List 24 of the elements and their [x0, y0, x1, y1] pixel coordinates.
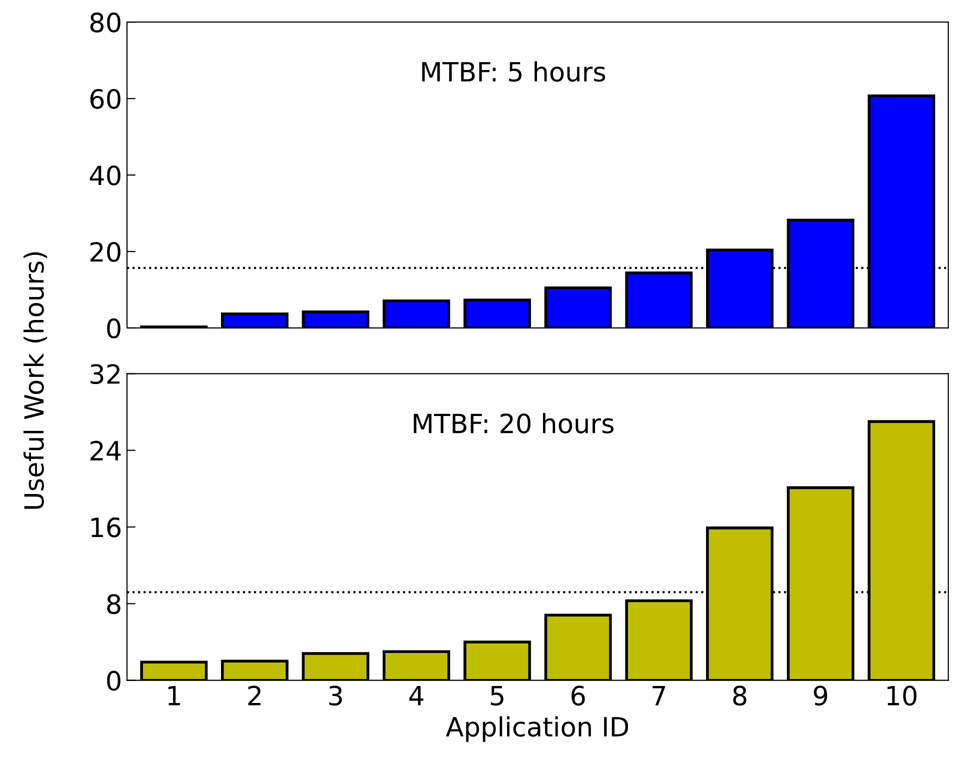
- y-tick-label: 80: [90, 12, 120, 32]
- x-tick-label: 10: [888, 686, 916, 706]
- y-tick-label: 32: [90, 364, 120, 384]
- y-tick-label: 0: [107, 670, 120, 691]
- x-tick-label: 2: [248, 686, 260, 706]
- y-tick-label: 8: [107, 594, 120, 614]
- x-tick-label: 9: [814, 686, 828, 706]
- x-tick-label: 6: [572, 686, 585, 706]
- y-tick-label: 60: [90, 88, 120, 109]
- x-tick-label: 8: [733, 686, 746, 706]
- annotation: MTBF: 5 hours: [422, 61, 606, 82]
- y-tick-label: 0: [107, 318, 120, 338]
- annotation: MTBF: 20 hours: [414, 413, 614, 434]
- x-tick-label: 3: [329, 686, 342, 706]
- x-tick-label: 4: [409, 686, 424, 706]
- x-axis-title: Application ID: [446, 716, 628, 742]
- y-tick-label: 20: [90, 242, 120, 262]
- x-tick-label: 5: [490, 686, 504, 706]
- y-tick-label: 24: [90, 440, 121, 460]
- x-tick-label: 7: [652, 686, 666, 706]
- y-tick-label: 40: [90, 165, 120, 186]
- y-axis-title: Useful Work (hours): [24, 252, 48, 509]
- y-tick-label: 16: [91, 517, 120, 538]
- x-tick-label: 1: [168, 686, 180, 706]
